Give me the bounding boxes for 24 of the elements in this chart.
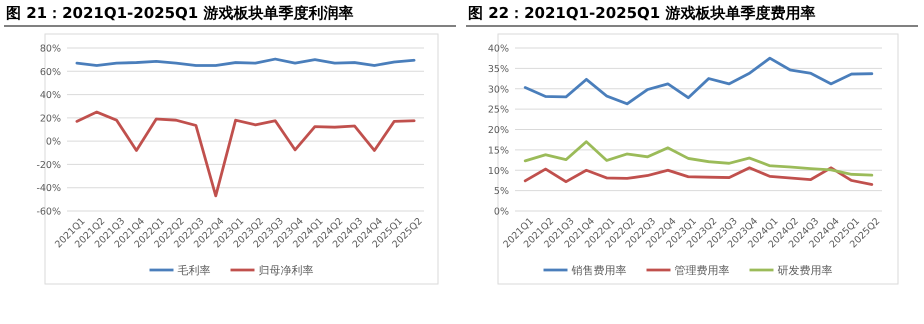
legend-label: 研发费用率 <box>778 264 832 277</box>
chart-title: 图 22：2021Q1-2025Q1 游戏板块单季度费用率 <box>468 4 816 22</box>
y-tick-label: -60% <box>36 206 61 218</box>
y-tick-label: 30% <box>488 84 509 96</box>
y-tick-label: 0% <box>494 206 509 218</box>
y-tick-label: -40% <box>36 183 61 194</box>
y-tick-label: 15% <box>488 145 509 156</box>
y-tick-label: -20% <box>36 160 61 171</box>
y-tick-label: 20% <box>488 125 509 136</box>
y-tick-label: 60% <box>40 66 61 78</box>
y-tick-label: 20% <box>40 113 61 124</box>
y-tick-label: 25% <box>488 104 509 116</box>
legend-label: 销售费用率 <box>570 264 626 277</box>
legend-label: 归母净利率 <box>258 264 314 277</box>
legend-label: 管理费用率 <box>674 264 730 277</box>
y-tick-label: 40% <box>488 44 509 54</box>
chart-title: 图 21：2021Q1-2025Q1 游戏板块单季度利润率 <box>6 4 354 22</box>
legend-label: 毛利率 <box>178 264 210 277</box>
y-tick-label: 5% <box>494 186 509 198</box>
y-tick-label: 0% <box>46 136 61 148</box>
y-tick-label: 10% <box>488 166 509 177</box>
y-tick-label: 35% <box>488 64 509 75</box>
y-tick-label: 80% <box>40 44 61 54</box>
y-tick-label: 40% <box>40 90 61 102</box>
